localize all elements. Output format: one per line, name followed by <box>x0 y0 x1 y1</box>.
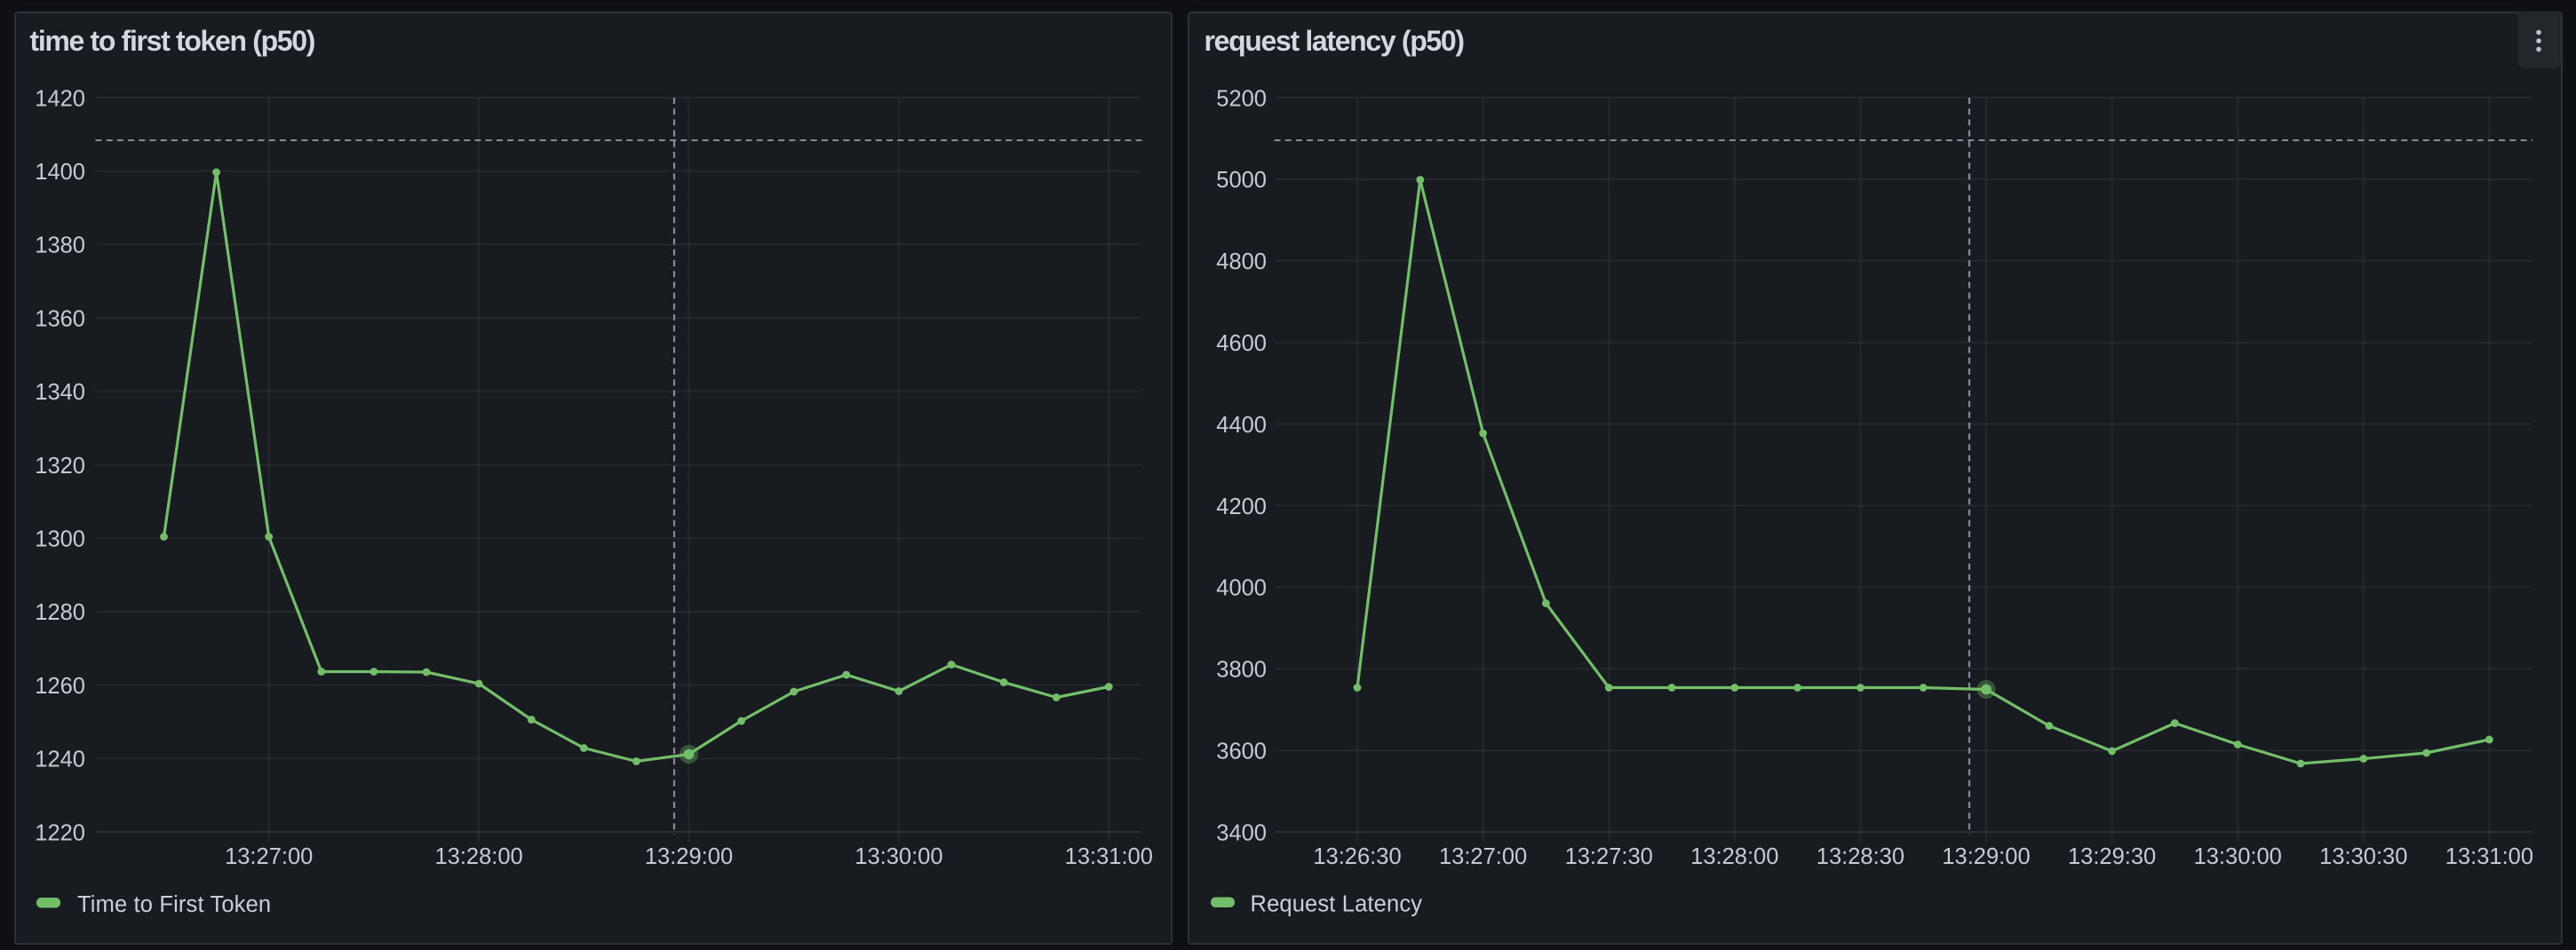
svg-text:13:29:00: 13:29:00 <box>1942 844 2030 869</box>
svg-text:1220: 1220 <box>35 820 85 845</box>
svg-text:13:30:00: 13:30:00 <box>855 844 942 869</box>
svg-text:1380: 1380 <box>35 234 85 258</box>
svg-text:13:28:00: 13:28:00 <box>1690 844 1778 869</box>
svg-text:4600: 4600 <box>1216 331 1267 356</box>
svg-text:13:30:00: 13:30:00 <box>2194 844 2282 869</box>
svg-text:4000: 4000 <box>1216 576 1267 601</box>
svg-text:13:28:30: 13:28:30 <box>1817 844 1904 869</box>
svg-text:time to first token (p50): time to first token (p50) <box>30 25 315 57</box>
svg-text:3400: 3400 <box>1216 820 1267 845</box>
svg-text:13:27:00: 13:27:00 <box>225 844 313 869</box>
svg-text:13:27:00: 13:27:00 <box>1439 844 1527 869</box>
svg-text:13:27:30: 13:27:30 <box>1565 844 1653 869</box>
svg-text:1240: 1240 <box>35 748 85 772</box>
svg-text:Request Latency: Request Latency <box>1251 892 1423 917</box>
svg-text:4800: 4800 <box>1216 249 1267 274</box>
svg-text:4400: 4400 <box>1216 413 1267 438</box>
svg-text:1260: 1260 <box>35 674 85 699</box>
svg-text:4200: 4200 <box>1216 495 1267 519</box>
svg-text:1400: 1400 <box>35 160 85 185</box>
svg-text:1420: 1420 <box>35 86 85 111</box>
svg-text:1280: 1280 <box>35 600 85 625</box>
svg-text:request latency (p50): request latency (p50) <box>1205 25 1465 57</box>
svg-text:13:31:00: 13:31:00 <box>1065 844 1153 869</box>
svg-text:13:29:00: 13:29:00 <box>645 844 733 869</box>
svg-text:13:31:00: 13:31:00 <box>2445 844 2533 869</box>
svg-text:13:26:30: 13:26:30 <box>1313 844 1401 869</box>
svg-text:Time to First Token: Time to First Token <box>77 892 271 917</box>
svg-text:13:29:30: 13:29:30 <box>2068 844 2156 869</box>
svg-text:1300: 1300 <box>35 527 85 552</box>
svg-text:1320: 1320 <box>35 454 85 479</box>
svg-text:5200: 5200 <box>1216 86 1267 111</box>
svg-text:3800: 3800 <box>1216 658 1267 683</box>
svg-text:5000: 5000 <box>1216 168 1267 193</box>
svg-text:1340: 1340 <box>35 380 85 405</box>
svg-text:13:30:30: 13:30:30 <box>2319 844 2407 869</box>
svg-text:3600: 3600 <box>1216 740 1267 764</box>
svg-text:13:28:00: 13:28:00 <box>434 844 522 869</box>
svg-text:1360: 1360 <box>35 306 85 331</box>
